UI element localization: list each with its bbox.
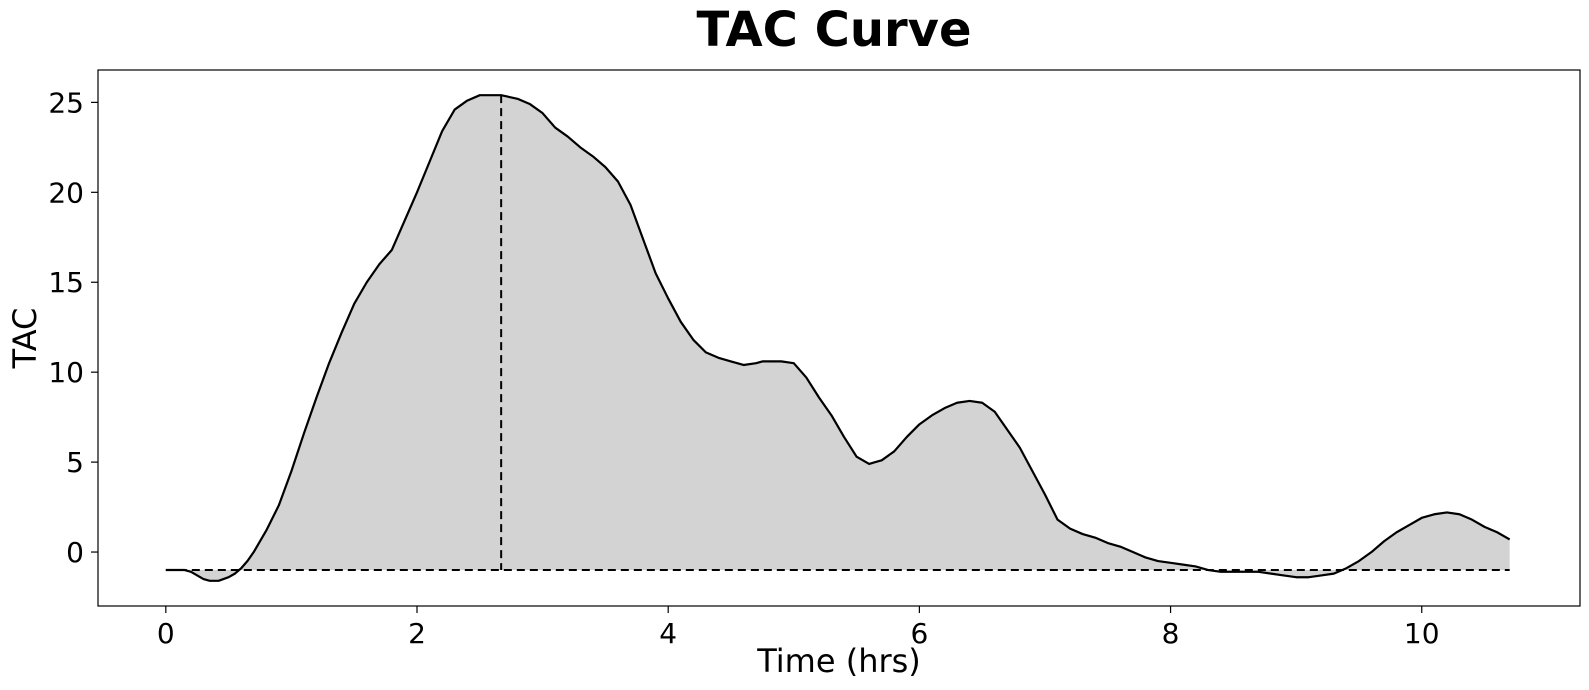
- y-tick-label: 15: [48, 266, 84, 299]
- x-tick-label: 0: [157, 617, 175, 650]
- area-fill: [165, 95, 1510, 581]
- y-axis-label: TAC: [6, 308, 44, 370]
- y-axis: 0 5 10 15 20 25: [48, 86, 98, 569]
- x-tick-label: 6: [910, 617, 928, 650]
- chart-title: TAC Curve: [696, 2, 971, 58]
- y-tick-label: 5: [66, 446, 84, 479]
- x-tick-label: 2: [408, 617, 426, 650]
- y-tick-label: 10: [48, 356, 84, 389]
- y-tick-label: 0: [66, 536, 84, 569]
- x-tick-label: 4: [659, 617, 677, 650]
- y-tick-label: 25: [48, 86, 84, 119]
- tac-curve-line: [165, 94, 1511, 582]
- x-tick-label: 8: [1162, 617, 1180, 650]
- x-axis-label: Time (hrs): [756, 642, 921, 680]
- axes-frame: [97, 69, 1581, 607]
- x-tick-label: 10: [1404, 617, 1440, 650]
- x-axis: 0 2 4 6 8 10: [157, 606, 1440, 650]
- plot-area: [165, 94, 1511, 582]
- y-tick-label: 20: [48, 176, 84, 209]
